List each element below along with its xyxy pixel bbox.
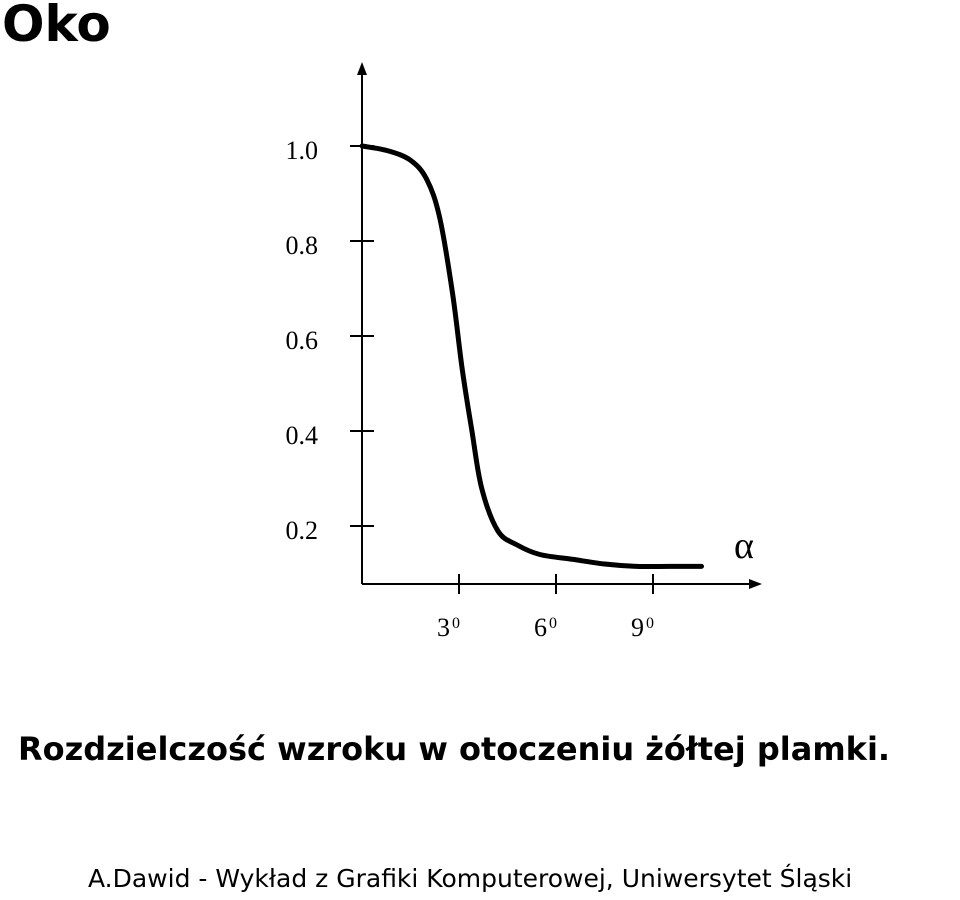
- y-tick-label: 1.0: [286, 136, 319, 165]
- y-ticks: 1.0 0.8 0.6 0.4 0.2: [286, 136, 374, 545]
- y-axis-arrow: [357, 62, 367, 75]
- slide-footer: A.Dawid - Wykład z Grafiki Komputerowej,…: [88, 864, 853, 893]
- y-tick-label: 0.6: [286, 326, 319, 355]
- series-line: [359, 143, 704, 570]
- x-axis-arrow: [749, 579, 762, 589]
- chart-axes: [357, 62, 762, 589]
- slide-caption: Rozdzielczość wzroku w otoczeniu żółtej …: [18, 730, 891, 768]
- x-axis-label: α: [734, 525, 754, 567]
- y-tick-label: 0.8: [286, 231, 319, 260]
- y-tick-label: 0.2: [286, 516, 319, 545]
- slide-title: Oko: [2, 0, 111, 53]
- y-tick-label: 0.4: [286, 421, 319, 450]
